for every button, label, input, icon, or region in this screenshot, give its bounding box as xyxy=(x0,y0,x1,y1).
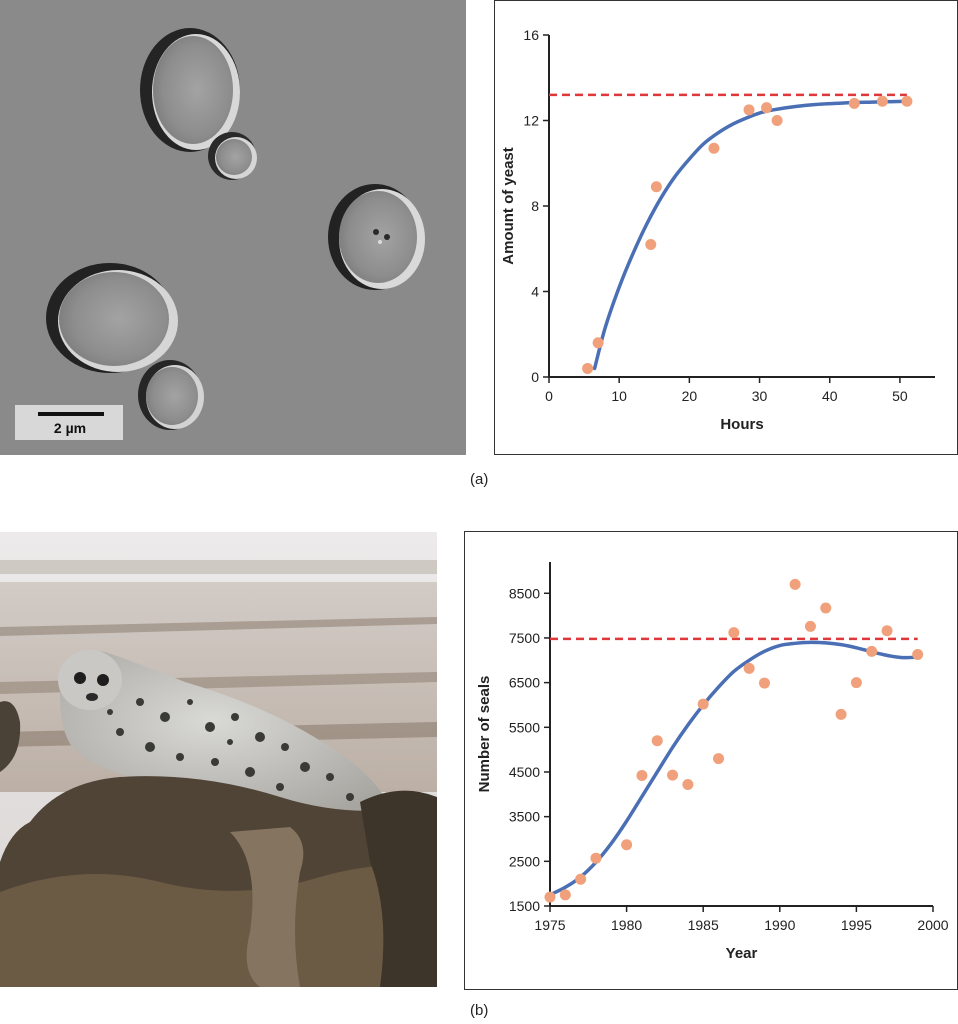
x-tick-label: 1980 xyxy=(611,917,642,933)
data-point xyxy=(758,677,770,689)
data-point xyxy=(636,770,648,782)
data-point xyxy=(835,708,847,720)
x-tick-label: 1995 xyxy=(841,917,872,933)
y-axis-title: Number of seals xyxy=(476,676,493,793)
data-point xyxy=(590,852,602,864)
y-tick-label: 1500 xyxy=(509,898,540,914)
data-point xyxy=(544,891,556,903)
scale-bar: 2 µm xyxy=(15,405,123,440)
x-tick-label: 1975 xyxy=(534,917,565,933)
scale-bar-label: 2 µm xyxy=(54,420,86,436)
data-point xyxy=(621,839,633,851)
data-point xyxy=(651,735,663,747)
x-tick-label: 2000 xyxy=(917,917,948,933)
y-tick-label: 4 xyxy=(531,284,539,300)
growth-fit-curve xyxy=(548,640,920,897)
data-point xyxy=(901,95,913,107)
data-point xyxy=(848,97,860,109)
y-tick-label: 5500 xyxy=(509,719,540,735)
x-tick-label: 30 xyxy=(752,388,768,404)
yeast-cell xyxy=(140,28,257,180)
y-tick-label: 8 xyxy=(531,198,539,214)
y-tick-label: 2500 xyxy=(509,853,540,869)
y-axis-title: Amount of yeast xyxy=(500,147,517,265)
harbor-seal-photo xyxy=(0,532,437,987)
harbor-seal-image xyxy=(0,532,437,987)
data-point xyxy=(559,889,571,901)
data-point xyxy=(682,778,694,790)
seal-population-plot: 1975 1980 1985 1990 1995 2000 1500 2500 3500 4500… xyxy=(476,562,949,962)
data-point xyxy=(820,602,832,614)
data-point xyxy=(743,662,755,674)
data-point xyxy=(645,238,657,250)
yeast-growth-chart: 0 10 20 30 40 50 0 4 8 12 16 Hours Amount of yeast xyxy=(494,0,958,455)
x-tick-label: 50 xyxy=(892,388,908,404)
data-point xyxy=(728,627,740,639)
data-point xyxy=(804,620,816,632)
data-point xyxy=(912,648,924,660)
data-point xyxy=(582,362,594,374)
x-tick-label: 1990 xyxy=(764,917,795,933)
y-tick-label: 6500 xyxy=(509,675,540,691)
y-tick-label: 16 xyxy=(523,27,539,43)
data-point xyxy=(850,677,862,689)
panel-label-a: (a) xyxy=(470,471,489,488)
yeast-micrograph: 2 µm xyxy=(0,0,466,455)
yeast-cell xyxy=(46,263,204,430)
data-point xyxy=(761,102,773,114)
x-tick-label: 0 xyxy=(545,388,553,404)
growth-fit-curve xyxy=(592,99,909,371)
x-tick-label: 40 xyxy=(822,388,838,404)
data-point xyxy=(650,181,662,193)
y-tick-label: 12 xyxy=(523,113,539,129)
yeast-micrograph-image: 2 µm xyxy=(0,0,466,455)
data-point xyxy=(713,753,725,765)
data-point xyxy=(592,337,604,349)
y-tick-label: 7500 xyxy=(509,630,540,646)
data-point xyxy=(667,769,679,781)
y-tick-label: 4500 xyxy=(509,764,540,780)
y-tick-label: 3500 xyxy=(509,809,540,825)
seal xyxy=(58,650,398,826)
data-point xyxy=(771,115,783,126)
y-tick-label: 8500 xyxy=(509,585,540,601)
yeast-cell xyxy=(328,184,425,290)
data-point xyxy=(708,142,720,154)
data-point xyxy=(575,873,587,885)
x-axis-title: Hours xyxy=(720,416,763,433)
y-tick-label: 0 xyxy=(531,369,539,385)
data-point xyxy=(789,578,801,590)
x-axis-title: Year xyxy=(726,945,758,962)
panel-label-b: (b) xyxy=(470,1002,489,1019)
data-point xyxy=(876,95,888,107)
x-tick-label: 1985 xyxy=(688,917,719,933)
data-point xyxy=(697,698,709,710)
seal-population-chart: 1975 1980 1985 1990 1995 2000 1500 2500 3500 4500… xyxy=(464,531,958,990)
yeast-growth-plot: 0 10 20 30 40 50 0 4 8 12 16 Hours Amount of yeast xyxy=(500,27,935,433)
x-tick-label: 20 xyxy=(682,388,698,404)
data-point xyxy=(743,104,755,116)
data-point xyxy=(881,625,893,637)
data-point xyxy=(866,645,878,657)
x-tick-label: 10 xyxy=(611,388,627,404)
